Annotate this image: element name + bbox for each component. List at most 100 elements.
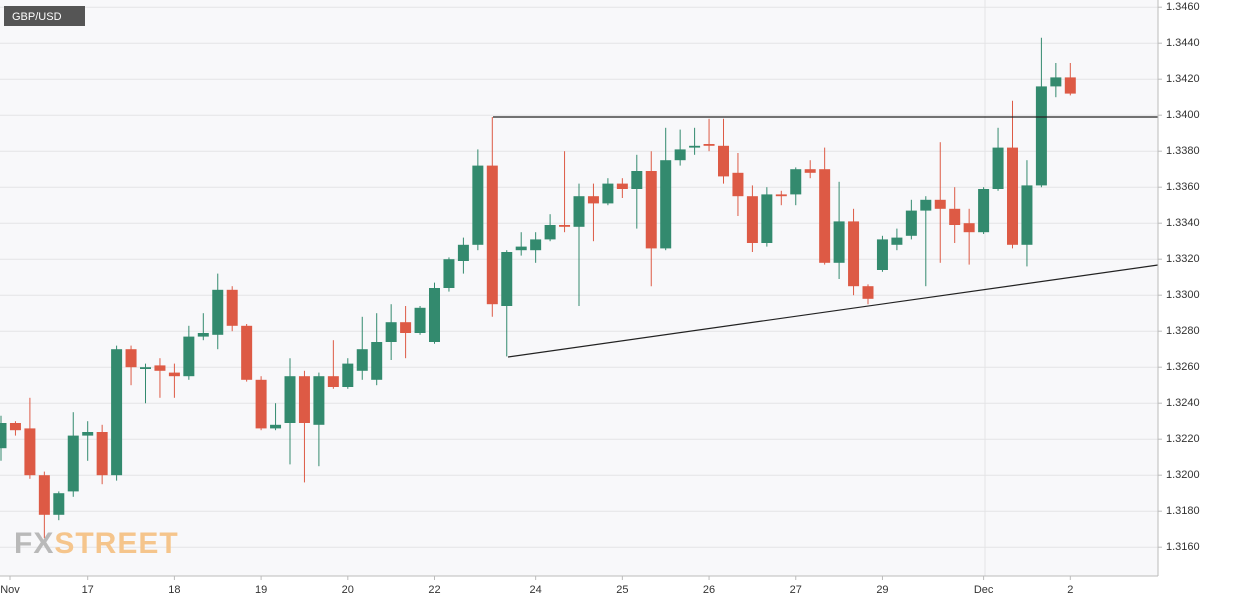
candle-body <box>284 376 296 423</box>
logo: FXSTREET <box>14 527 179 560</box>
candle-body <box>457 244 469 261</box>
y-tick-label: 1.3200 <box>1166 469 1200 481</box>
candle-body <box>342 363 354 387</box>
candle-body <box>848 221 860 287</box>
logo-street: STREET <box>54 527 178 560</box>
candle-body <box>963 223 975 233</box>
x-tick-label: 17 <box>82 584 94 596</box>
candle-body <box>804 169 816 173</box>
candle-body <box>645 171 657 249</box>
x-tick-label: Nov <box>0 584 20 596</box>
x-tick-label: 26 <box>703 584 715 596</box>
candle-body <box>1064 77 1076 94</box>
chart-title: GBP/USD <box>12 11 62 23</box>
candle-body <box>140 367 151 369</box>
title-badge <box>4 6 85 26</box>
candle-body <box>674 149 686 161</box>
candle-body <box>125 349 137 368</box>
candle-body <box>559 225 571 227</box>
candle-body <box>67 435 79 492</box>
candle-body <box>934 199 946 209</box>
candle-body <box>241 325 253 380</box>
candle-body <box>1021 185 1033 245</box>
candle-body <box>833 221 845 263</box>
candle-body <box>891 237 903 245</box>
support-line <box>507 264 1159 358</box>
y-tick-label: 1.3180 <box>1166 505 1200 517</box>
x-tick-label: 27 <box>790 584 802 596</box>
candle-body <box>631 171 643 189</box>
candle-body <box>327 376 339 387</box>
candle-body <box>414 307 426 333</box>
candle-body <box>82 432 94 436</box>
candle-body <box>9 423 21 431</box>
candle-body <box>1050 77 1062 87</box>
x-tick-label: 25 <box>616 584 628 596</box>
y-tick-label: 1.3300 <box>1166 289 1200 301</box>
candle-body <box>0 423 7 449</box>
candle-body <box>732 172 744 197</box>
y-tick-label: 1.3360 <box>1166 181 1200 193</box>
candle-body <box>1007 147 1018 245</box>
candle-body <box>313 376 325 425</box>
candle-body <box>992 147 1004 189</box>
candle-body <box>1035 86 1047 186</box>
candle-body <box>400 322 412 333</box>
logo-fx: FX <box>14 527 54 560</box>
x-tick-label: Dec <box>974 584 994 596</box>
candle-body <box>96 432 108 476</box>
y-tick-label: 1.3320 <box>1166 253 1200 265</box>
candle-body <box>819 169 831 263</box>
x-tick-label: 2 <box>1067 584 1073 596</box>
candle-body <box>385 322 397 342</box>
candle-body <box>429 288 440 342</box>
candle-body <box>212 289 224 335</box>
candle-body <box>544 225 556 240</box>
candle-body <box>53 493 65 515</box>
candle-body <box>472 165 484 245</box>
candle-body <box>24 428 36 476</box>
x-tick-label: 19 <box>255 584 267 596</box>
y-tick-label: 1.3220 <box>1166 433 1200 445</box>
x-tick-label: 18 <box>168 584 180 596</box>
y-tick-label: 1.3260 <box>1166 361 1200 373</box>
x-tick-label: 20 <box>342 584 354 596</box>
y-tick-label: 1.3380 <box>1166 145 1200 157</box>
x-tick-label: 22 <box>428 584 440 596</box>
y-tick-label: 1.3340 <box>1166 217 1200 229</box>
candle-body <box>168 372 180 377</box>
candle-body <box>197 333 209 337</box>
candle-body <box>775 194 787 197</box>
candle-body <box>255 379 267 429</box>
candle-body <box>905 210 917 236</box>
candle-body <box>298 376 310 423</box>
candle-body <box>356 349 368 371</box>
candle-body <box>154 365 166 371</box>
y-tick-label: 1.3420 <box>1166 73 1200 85</box>
candle-body <box>660 160 672 249</box>
y-tick-label: 1.3240 <box>1166 397 1200 409</box>
candle-body <box>920 199 932 211</box>
candle-body <box>111 349 123 476</box>
candle-body <box>486 165 498 305</box>
candle-body <box>573 196 585 227</box>
candle-body <box>443 259 455 288</box>
y-tick-label: 1.3280 <box>1166 325 1200 337</box>
candle-body <box>270 424 282 429</box>
y-tick-label: 1.3440 <box>1166 37 1200 49</box>
candle-body <box>183 336 195 377</box>
y-tick-label: 1.3460 <box>1166 1 1200 13</box>
x-tick-label: 29 <box>876 584 888 596</box>
candle-body <box>530 239 542 251</box>
candle-body <box>515 246 527 251</box>
candle-body <box>790 169 802 195</box>
candle-body <box>746 196 758 243</box>
candle-body <box>587 196 599 204</box>
candle-body <box>616 183 628 189</box>
candle-body <box>876 239 888 270</box>
candle-body <box>703 144 715 146</box>
x-tick-label: 24 <box>530 584 542 596</box>
candle-body <box>602 183 614 204</box>
